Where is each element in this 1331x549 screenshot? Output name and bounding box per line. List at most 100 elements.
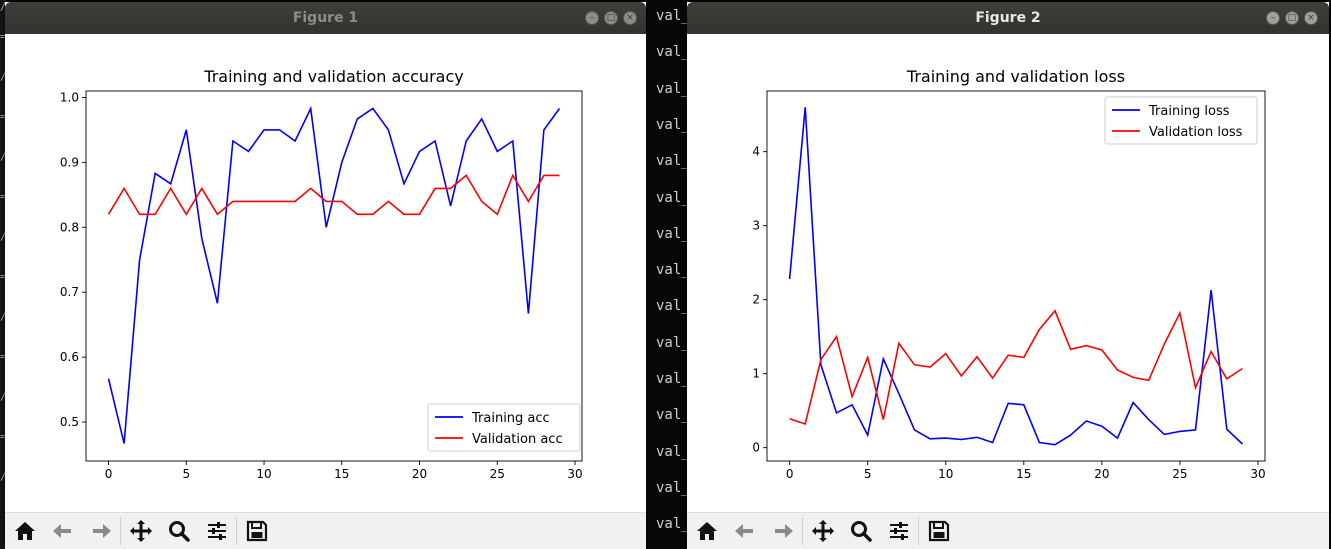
y-tick-label: 1 [752,367,760,381]
home-icon [15,522,35,540]
close-button[interactable]: × [623,11,637,25]
pan-button[interactable] [127,517,155,545]
close-button[interactable]: × [1304,11,1318,25]
y-tick-label: 0 [752,441,760,455]
figure-1-window: Figure 1 – □ × Training and validation a… [5,2,646,549]
x-tick-label: 20 [1094,467,1109,481]
x-tick-label: 20 [412,467,427,481]
configure-icon [890,522,908,540]
x-tick-label: 25 [1172,467,1187,481]
chart-legend: Training acc Validation acc [427,403,581,452]
back-button[interactable] [731,517,759,545]
forward-button[interactable] [87,517,115,545]
x-tick-label: 25 [490,467,505,481]
legend-label: Training acc [471,411,550,426]
x-tick-label: 30 [1250,467,1265,481]
chart-title: Training and validation loss [906,67,1125,86]
figure-1-toolbar [5,512,646,549]
pan-icon [130,520,152,542]
home-button[interactable] [693,517,721,545]
back-button[interactable] [49,517,77,545]
terminal-line: val_ [656,479,690,496]
terminal-line: val_ [656,44,690,61]
minimize-button[interactable]: – [585,11,599,25]
terminal-line: val_ [656,225,690,242]
series-line-training-loss [788,107,1243,446]
save-button[interactable] [243,517,271,545]
x-tick-label: 30 [567,467,582,481]
legend-label: Validation acc [472,432,563,447]
terminal-line: val_ [656,189,690,206]
figure-2-window: Figure 2 – □ × Training and validation l… [687,2,1329,549]
toolbar-separator [918,517,919,545]
toolbar-separator [236,517,237,545]
save-button[interactable] [925,517,953,545]
window-title: Figure 1 [292,10,359,26]
figure-1-titlebar[interactable]: Figure 1 – □ × [5,2,646,34]
terminal-left-strip: / = / = / = / = / = / = / [0,0,7,549]
pan-button[interactable] [809,517,837,545]
y-tick-label: 0.8 [60,220,79,234]
terminal-line: val_ [656,116,690,133]
toolbar-separator [802,517,803,545]
legend-box [427,403,581,452]
terminal-line: val_ [656,8,690,24]
y-tick-label: 0.9 [60,155,79,169]
accuracy-chart: Training and validation accuracy 0 5 10 15 20… [60,67,583,481]
x-tick-label: 0 [105,467,113,481]
x-tick-label: 5 [182,467,190,481]
save-icon [246,520,268,542]
legend-label: Validation loss [1149,125,1243,140]
home-button[interactable] [11,517,39,545]
maximize-button[interactable]: □ [1285,11,1299,25]
legend-box [1104,96,1258,145]
x-tick-label: 10 [938,467,953,481]
terminal-line: val_ [656,371,690,387]
save-icon [928,520,950,542]
figure-2-titlebar[interactable]: Figure 2 – □ × [687,2,1329,34]
forward-button[interactable] [769,517,797,545]
series-line-training-acc [107,105,561,444]
zoom-button[interactable] [165,517,193,545]
terminal-line: val_ [656,262,690,279]
y-tick-label: 0.5 [60,415,79,429]
axes-frame [766,90,1266,462]
back-icon [735,524,753,538]
zoom-icon [169,521,190,542]
configure-button[interactable] [885,517,913,545]
axes-frame [85,90,583,462]
terminal-line: val_ [656,298,690,315]
configure-button[interactable] [203,517,231,545]
x-tick-label: 0 [786,467,794,481]
figure-2-toolbar [687,512,1329,549]
toolbar-separator [120,517,121,545]
terminal-line: val_ [656,80,690,97]
configure-icon [208,522,226,540]
x-tick-label: 15 [1016,467,1031,481]
y-tick-label: 1.0 [60,90,79,104]
chart-legend: Training loss Validation loss [1104,96,1258,145]
terminal-line: val_ [656,334,690,351]
back-icon [53,524,71,538]
forward-icon [93,524,111,538]
terminal-line: val_ [656,443,690,460]
maximize-button[interactable]: □ [604,11,618,25]
y-tick-label: 4 [752,145,760,159]
forward-icon [775,524,793,538]
y-tick-label: 2 [752,293,760,307]
chart-title: Training and validation accuracy [203,67,463,86]
y-tick-label: 0.6 [60,350,79,364]
legend-label: Training loss [1148,104,1230,119]
zoom-button[interactable] [847,517,875,545]
terminal-line: val_ [656,153,690,170]
terminal-line: val_ [656,516,690,533]
y-tick-label: 0.7 [60,285,79,299]
home-icon [697,522,717,540]
window-title: Figure 2 [975,10,1041,26]
series-line-validation-loss [789,309,1243,426]
terminal-line: val_ [656,407,690,424]
minimize-button[interactable]: – [1266,11,1280,25]
pan-icon [812,520,834,542]
x-tick-label: 15 [334,467,349,481]
